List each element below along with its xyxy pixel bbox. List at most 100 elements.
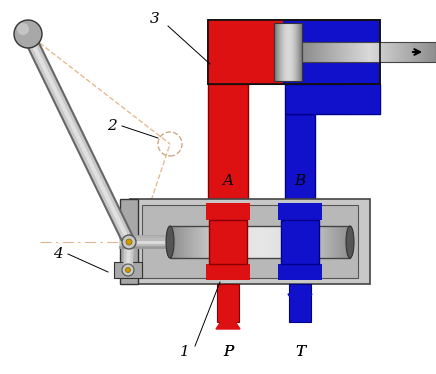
Bar — [336, 42, 337, 62]
Bar — [434, 42, 435, 62]
Bar — [241, 226, 242, 258]
Bar — [321, 226, 322, 258]
Bar — [170, 226, 350, 258]
Bar — [200, 226, 201, 258]
Bar — [190, 226, 191, 258]
Bar — [387, 42, 388, 62]
Bar — [384, 42, 385, 62]
Bar — [172, 226, 173, 258]
Bar — [362, 42, 363, 62]
Bar — [354, 42, 355, 62]
Bar — [259, 226, 260, 258]
Bar — [426, 42, 427, 62]
Bar — [264, 226, 265, 258]
Bar — [171, 226, 172, 258]
Polygon shape — [288, 294, 312, 312]
Ellipse shape — [166, 226, 174, 258]
Bar — [418, 42, 419, 62]
Bar — [319, 42, 320, 62]
Bar — [281, 226, 282, 258]
Bar — [120, 199, 138, 284]
Bar — [130, 199, 370, 284]
Bar — [306, 226, 307, 258]
Bar — [292, 226, 293, 258]
Bar — [422, 42, 423, 62]
Bar — [287, 226, 288, 258]
Bar — [317, 226, 318, 258]
Bar — [410, 42, 411, 62]
Text: P: P — [223, 345, 233, 359]
Bar — [435, 42, 436, 62]
Bar — [400, 42, 401, 62]
Bar — [402, 42, 403, 62]
Bar — [375, 42, 376, 62]
Bar — [380, 42, 381, 62]
Text: T: T — [295, 345, 305, 359]
Bar — [284, 226, 285, 258]
Bar — [412, 42, 413, 62]
Bar — [361, 42, 362, 62]
Bar — [368, 42, 369, 62]
Bar — [244, 226, 245, 258]
Bar — [220, 226, 221, 258]
Bar — [367, 42, 368, 62]
Bar — [306, 42, 307, 62]
Bar — [290, 226, 291, 258]
Bar — [247, 226, 248, 258]
Bar — [318, 42, 319, 62]
Bar — [407, 42, 408, 62]
Bar — [414, 42, 415, 62]
Bar — [325, 42, 326, 62]
Bar — [206, 203, 250, 220]
Bar — [342, 42, 343, 62]
Bar — [335, 226, 336, 258]
Bar — [382, 42, 383, 62]
Bar — [377, 42, 378, 62]
Bar — [310, 42, 311, 62]
Bar — [187, 226, 188, 258]
Bar — [300, 226, 301, 258]
Bar — [276, 23, 277, 81]
Bar — [202, 226, 203, 258]
Bar — [222, 226, 223, 258]
Bar — [251, 226, 252, 258]
Bar — [226, 226, 227, 258]
Bar — [277, 23, 278, 81]
Bar — [417, 42, 418, 62]
Bar — [415, 42, 416, 62]
Bar — [301, 226, 302, 258]
Bar — [293, 23, 294, 81]
Bar — [214, 226, 215, 258]
Bar — [260, 226, 261, 258]
Bar — [413, 42, 414, 62]
Bar — [221, 226, 222, 258]
Bar — [182, 226, 183, 258]
Bar — [390, 42, 391, 62]
Bar — [291, 226, 292, 258]
Polygon shape — [216, 311, 240, 329]
Bar — [299, 23, 300, 81]
Bar — [173, 226, 174, 258]
Bar — [219, 226, 220, 258]
Bar — [333, 226, 334, 258]
Bar — [294, 23, 295, 81]
Bar — [395, 42, 396, 62]
Circle shape — [126, 239, 132, 245]
Bar — [420, 42, 421, 62]
Bar — [404, 42, 405, 62]
Bar — [432, 42, 433, 62]
Bar — [274, 23, 275, 81]
Bar — [177, 226, 178, 258]
Bar — [217, 284, 239, 322]
Bar — [283, 226, 284, 258]
Bar — [265, 226, 266, 258]
Bar — [338, 226, 339, 258]
Bar — [261, 226, 262, 258]
Bar — [339, 42, 340, 62]
Bar — [310, 226, 311, 258]
Bar — [289, 226, 290, 258]
Bar — [246, 226, 247, 258]
Bar — [286, 23, 287, 81]
Bar — [346, 226, 347, 258]
Bar — [256, 226, 257, 258]
